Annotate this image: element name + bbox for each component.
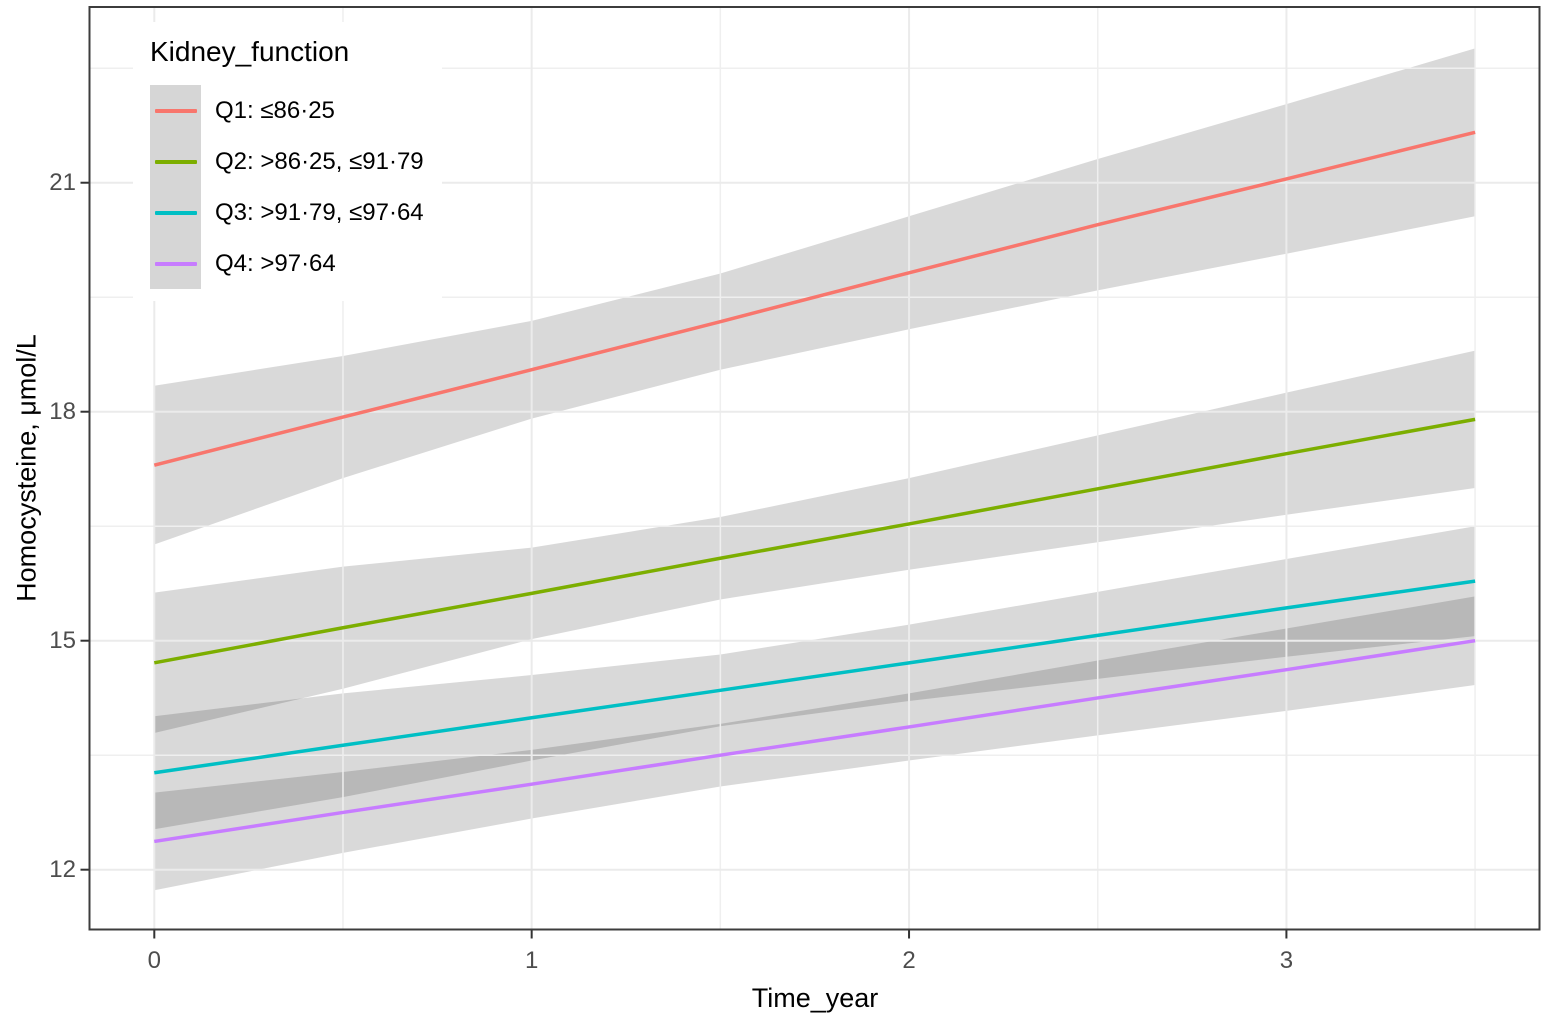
series-line-q3	[154, 579, 1476, 775]
legend: Kidney_function Q1: ≤86·25 Q2: >86·25, ≤…	[133, 22, 442, 301]
legend-label-q3: Q3: >91·79, ≤97·64	[215, 198, 424, 226]
legend-label-q4: Q4: >97·64	[215, 249, 336, 277]
legend-key-line-q2	[154, 159, 197, 164]
y-tick-label-15: 15	[49, 626, 76, 654]
legend-item-q2: Q2: >86·25, ≤91·79	[150, 136, 424, 187]
legend-key-line-q4	[154, 261, 197, 266]
legend-key-line-q1	[154, 108, 197, 113]
y-tick-label-21: 21	[49, 168, 76, 196]
x-tick-label-3: 3	[1279, 947, 1294, 974]
series-line-q1	[153, 130, 1476, 467]
legend-title: Kidney_function	[150, 36, 350, 67]
x-tick-label-2: 2	[902, 947, 916, 974]
legend-label-q1: Q1: ≤86·25	[215, 96, 335, 124]
series-line-q4	[154, 638, 1476, 844]
x-axis-title: Time_year	[751, 983, 879, 1013]
y-tick-label-18: 18	[49, 397, 76, 425]
legend-item-q3: Q3: >91·79, ≤97·64	[150, 187, 424, 238]
legend-key-ribbon-swatch	[150, 238, 201, 289]
legend-key-ribbon-swatch	[150, 187, 201, 238]
series-line-q2	[153, 417, 1476, 665]
y-tick-label-12: 12	[49, 855, 76, 883]
panel-border	[88, 6, 1541, 931]
legend-label-q2: Q2: >86·25, ≤91·79	[215, 147, 424, 175]
y-axis-title: Homocysteine, μmol/L	[11, 334, 42, 602]
ci-ribbon-q4	[154, 596, 1476, 891]
legend-key-line-q3	[154, 210, 197, 215]
legend-key-ribbon-swatch	[150, 136, 201, 187]
legend-key-ribbon-swatch	[150, 85, 201, 136]
x-tick-label-0: 0	[147, 947, 161, 974]
legend-item-q1: Q1: ≤86·25	[150, 85, 424, 136]
x-tick-label-1: 1	[524, 947, 539, 974]
legend-item-q4: Q4: >97·64	[150, 238, 424, 289]
